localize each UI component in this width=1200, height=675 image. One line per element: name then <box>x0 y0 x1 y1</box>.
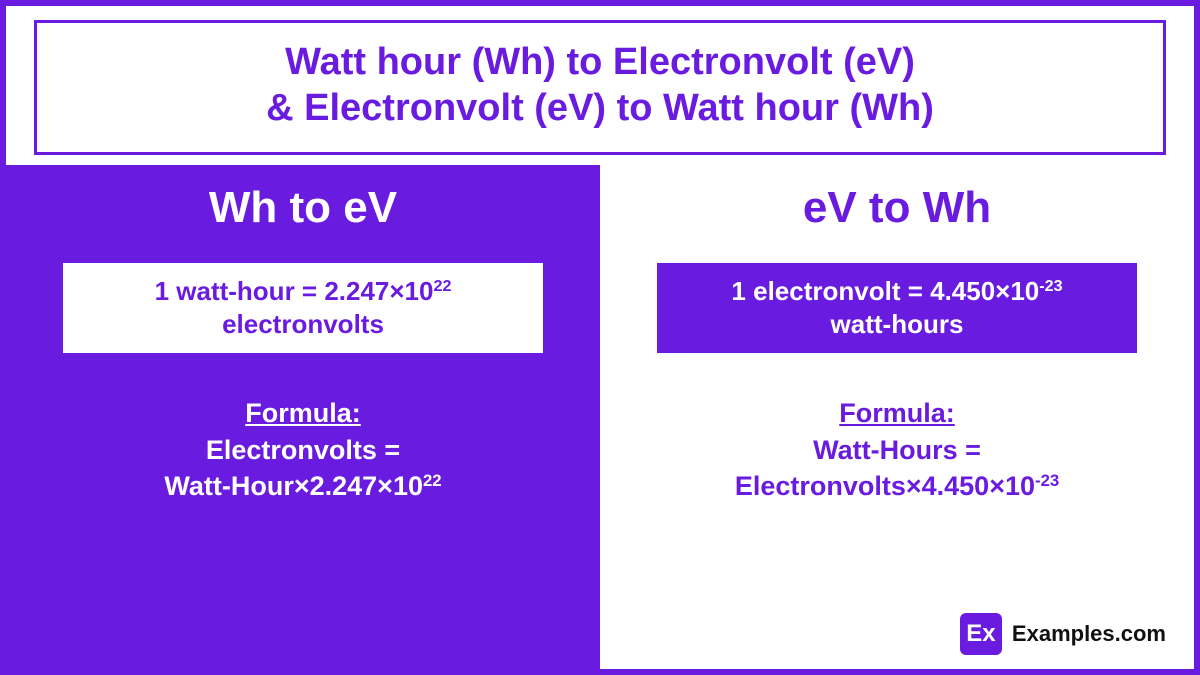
panels-row: Wh to eV 1 watt-hour = 2.247×1022 electr… <box>6 165 1194 669</box>
conversion-right-suffix: watt-hours <box>831 309 964 339</box>
panel-title-left: Wh to eV <box>209 183 397 233</box>
formula-right-line3-prefix: Electronvolts×4.450×10 <box>735 471 1035 501</box>
header-line-1: Watt hour (Wh) to Electronvolt (eV) <box>47 39 1153 85</box>
formula-block-right: Formula: Watt-Hours = Electronvolts×4.45… <box>735 395 1059 504</box>
conversion-box-right: 1 electronvolt = 4.450×10-23 watt-hours <box>657 263 1137 354</box>
formula-left-line2: Electronvolts = <box>206 435 400 465</box>
conversion-box-left: 1 watt-hour = 2.247×1022 electronvolts <box>63 263 543 354</box>
header-line-2: & Electronvolt (eV) to Watt hour (Wh) <box>47 85 1153 131</box>
panel-ev-to-wh: eV to Wh 1 electronvolt = 4.450×10-23 wa… <box>600 165 1194 669</box>
formula-right-line2: Watt-Hours = <box>813 435 981 465</box>
panel-title-right: eV to Wh <box>803 183 991 233</box>
conversion-right-exp: -23 <box>1039 277 1062 295</box>
formula-left-line3-exp: 22 <box>423 471 442 490</box>
logo-badge: Ex <box>960 613 1002 655</box>
formula-left-line3-prefix: Watt-Hour×2.247×10 <box>164 471 423 501</box>
formula-right-line3-exp: -23 <box>1035 471 1059 490</box>
conversion-right-prefix: 1 electronvolt = 4.450×10 <box>731 276 1039 306</box>
conversion-left-exp: 22 <box>433 277 451 295</box>
logo-block: Ex Examples.com <box>960 613 1166 655</box>
infographic-frame: Watt hour (Wh) to Electronvolt (eV) & El… <box>0 0 1200 675</box>
logo-text: Examples.com <box>1012 621 1166 647</box>
conversion-left-prefix: 1 watt-hour = 2.247×10 <box>155 276 434 306</box>
formula-label-left: Formula: <box>245 398 361 428</box>
header-block: Watt hour (Wh) to Electronvolt (eV) & El… <box>34 20 1166 155</box>
panel-wh-to-ev: Wh to eV 1 watt-hour = 2.247×1022 electr… <box>6 165 600 669</box>
conversion-left-suffix: electronvolts <box>222 309 384 339</box>
formula-label-right: Formula: <box>839 398 955 428</box>
formula-block-left: Formula: Electronvolts = Watt-Hour×2.247… <box>164 395 441 504</box>
